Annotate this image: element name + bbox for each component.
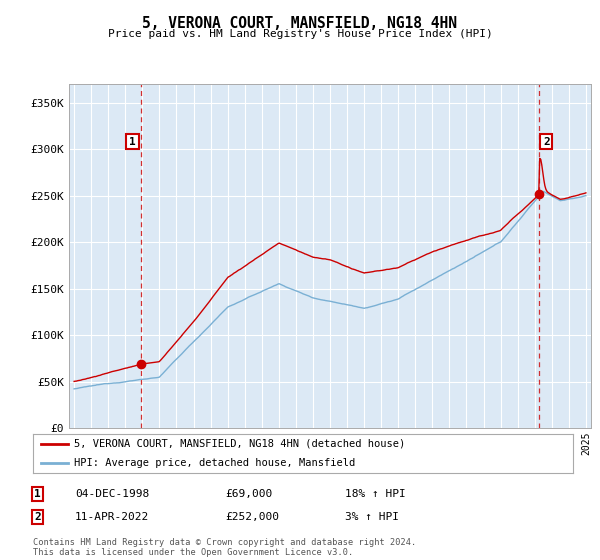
Text: 2: 2 [543, 137, 550, 147]
Text: 5, VERONA COURT, MANSFIELD, NG18 4HN (detached house): 5, VERONA COURT, MANSFIELD, NG18 4HN (de… [74, 439, 405, 449]
Text: 3% ↑ HPI: 3% ↑ HPI [345, 512, 399, 522]
Text: 1: 1 [34, 489, 41, 499]
Text: 2: 2 [34, 512, 41, 522]
Text: 11-APR-2022: 11-APR-2022 [75, 512, 149, 522]
Text: Price paid vs. HM Land Registry's House Price Index (HPI): Price paid vs. HM Land Registry's House … [107, 29, 493, 39]
Text: £252,000: £252,000 [225, 512, 279, 522]
Text: 5, VERONA COURT, MANSFIELD, NG18 4HN: 5, VERONA COURT, MANSFIELD, NG18 4HN [143, 16, 458, 31]
Text: 1: 1 [129, 137, 136, 147]
Text: Contains HM Land Registry data © Crown copyright and database right 2024.
This d: Contains HM Land Registry data © Crown c… [33, 538, 416, 557]
Text: £69,000: £69,000 [225, 489, 272, 499]
Text: 04-DEC-1998: 04-DEC-1998 [75, 489, 149, 499]
Text: HPI: Average price, detached house, Mansfield: HPI: Average price, detached house, Mans… [74, 459, 355, 468]
Text: 18% ↑ HPI: 18% ↑ HPI [345, 489, 406, 499]
